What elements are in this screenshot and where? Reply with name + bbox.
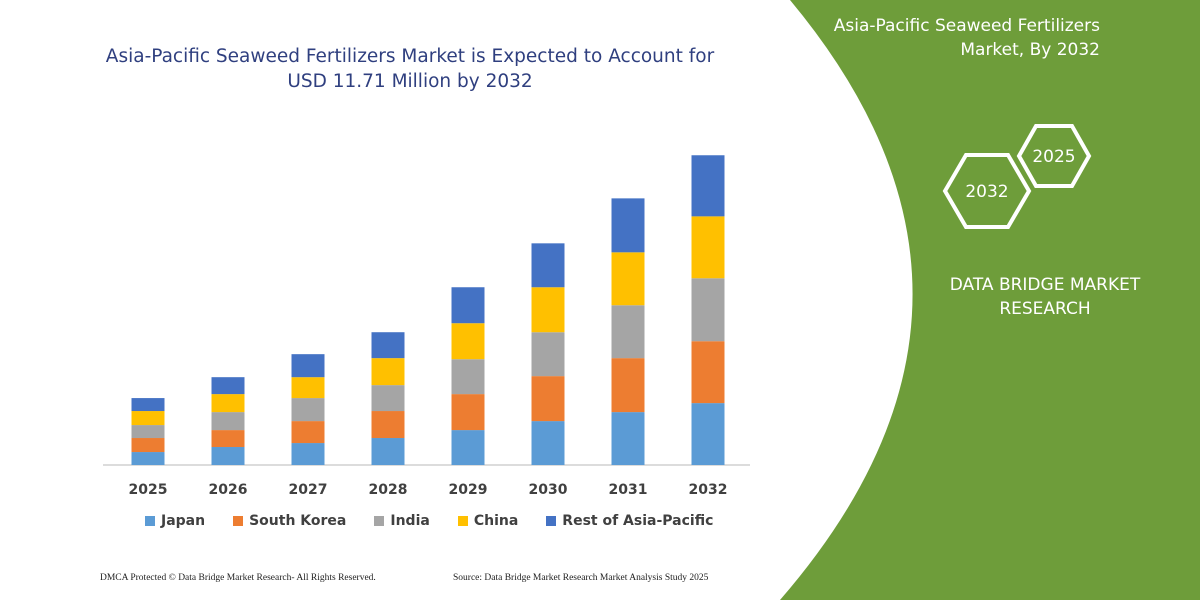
bar-segment bbox=[451, 394, 485, 431]
legend-swatch bbox=[546, 516, 557, 526]
panel-title: Asia-Pacific Seaweed Fertilizers Market,… bbox=[833, 16, 1100, 60]
bar-segment bbox=[131, 411, 165, 426]
legend-label: China bbox=[473, 513, 519, 529]
x-tick-label: 2029 bbox=[449, 482, 488, 498]
legend-label: Japan bbox=[161, 513, 206, 529]
x-tick-label: 2032 bbox=[689, 482, 728, 498]
copyright: DMCA Protected © Data Bridge Market Rese… bbox=[100, 573, 376, 583]
legend-item: Japan bbox=[145, 513, 205, 529]
x-tick-label: 2025 bbox=[129, 482, 168, 498]
bar-segment bbox=[691, 216, 725, 279]
bar-segment bbox=[531, 332, 565, 377]
bar-segment bbox=[131, 398, 165, 412]
bar-segment bbox=[691, 278, 725, 342]
bar-segment bbox=[371, 438, 405, 465]
legend-swatch bbox=[233, 516, 244, 526]
legend-item: India bbox=[374, 513, 430, 529]
bar-segment bbox=[291, 398, 325, 422]
bar-segment bbox=[611, 252, 645, 306]
x-tick-label: 2026 bbox=[209, 482, 248, 498]
bar-segment bbox=[611, 358, 645, 413]
legend-label: South Korea bbox=[249, 513, 347, 529]
bar-segment bbox=[291, 421, 325, 444]
bar-segment bbox=[691, 341, 725, 404]
bar-segment bbox=[531, 421, 565, 465]
bar-segment bbox=[211, 377, 245, 395]
bar-segment bbox=[291, 443, 325, 465]
x-tick-label: 2031 bbox=[609, 482, 648, 498]
bar-segment bbox=[531, 243, 565, 288]
bar-segment bbox=[211, 394, 245, 413]
hexagon bbox=[942, 153, 1032, 229]
x-tick-label: 2030 bbox=[529, 482, 568, 498]
bar-segment bbox=[211, 447, 245, 465]
legend-item: China bbox=[457, 513, 519, 529]
bar-segment bbox=[371, 332, 405, 359]
badge-label: 2025 bbox=[1032, 147, 1075, 167]
legend-swatch bbox=[145, 516, 155, 526]
legend-swatch bbox=[457, 516, 468, 526]
bar-segment bbox=[451, 430, 485, 465]
bar-segment bbox=[371, 411, 405, 439]
bar-segment bbox=[291, 354, 325, 378]
legend: Japan South Korea India China Rest of Asia-P… bbox=[145, 513, 741, 529]
legend-label: India bbox=[390, 513, 430, 529]
bar-segment bbox=[131, 452, 165, 465]
side-panel bbox=[780, 0, 1200, 600]
source: Source: Data Bridge Market Research Mark… bbox=[453, 573, 709, 583]
bar-segment bbox=[691, 155, 725, 217]
brand: DATA BRIDGE MARKET RESEARCH bbox=[949, 275, 1141, 319]
bar-segment bbox=[531, 376, 565, 422]
bar-segment bbox=[451, 323, 485, 360]
legend-label: Rest of Asia-Pacific bbox=[562, 513, 714, 529]
bar-segment bbox=[131, 425, 165, 439]
bar-segment bbox=[211, 430, 245, 448]
bar-segment bbox=[371, 385, 405, 412]
x-tick-label: 2028 bbox=[369, 482, 408, 498]
bar-segment bbox=[131, 438, 165, 453]
x-tick-label: 2027 bbox=[289, 482, 328, 498]
bar-segment bbox=[691, 403, 725, 465]
bar-segment bbox=[611, 305, 645, 359]
bar-segment bbox=[451, 359, 485, 395]
legend-swatch bbox=[374, 516, 385, 526]
bar-segment bbox=[611, 412, 645, 465]
bar-segment bbox=[611, 198, 645, 253]
legend-item: South Korea bbox=[233, 513, 346, 529]
badge-label: 2032 bbox=[965, 182, 1008, 202]
bar-segment bbox=[211, 412, 245, 431]
bar-segment bbox=[531, 287, 565, 333]
bar-segment bbox=[291, 377, 325, 399]
bar-segment bbox=[451, 287, 485, 324]
bar-segment bbox=[371, 358, 405, 386]
hexagon bbox=[1016, 124, 1092, 188]
legend-item: Rest of Asia-Pacific bbox=[546, 513, 713, 529]
chart-title: Asia-Pacific Seaweed Fertilizers Market … bbox=[105, 46, 715, 92]
